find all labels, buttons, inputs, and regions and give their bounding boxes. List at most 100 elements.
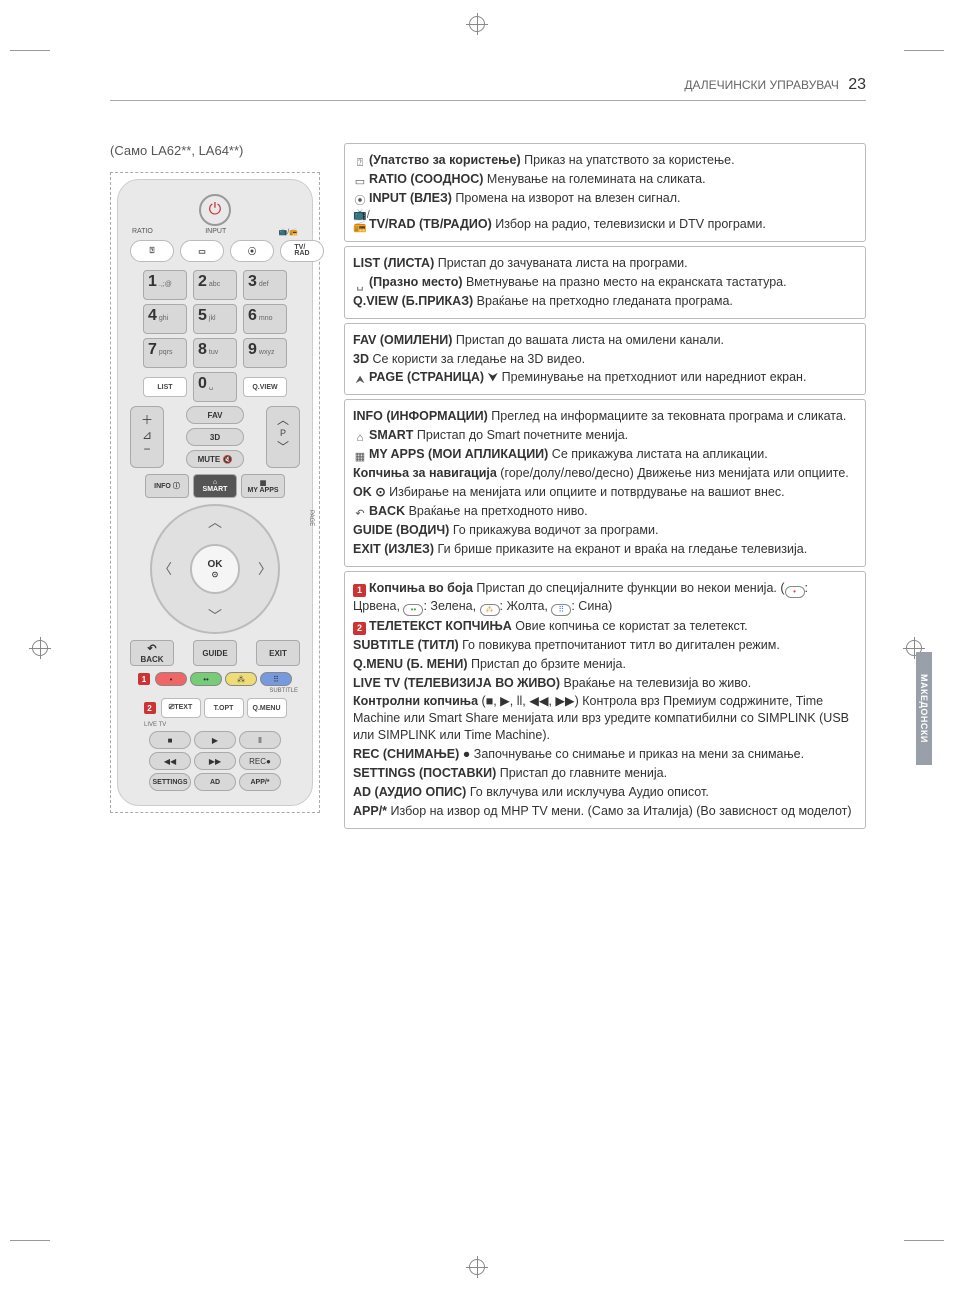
num-3-button[interactable]: 3def <box>243 270 287 300</box>
qmenu-button[interactable]: Q.MENU <box>247 698 287 718</box>
language-tab: МАКЕДОНСКИ <box>916 652 932 765</box>
green-button[interactable]: •• <box>190 672 222 686</box>
nav-ring[interactable]: ︿ ﹀ 〈 〉 OK⊙ <box>150 504 280 634</box>
3d-button[interactable]: 3D <box>186 428 244 446</box>
description-item: 3D Се користи за гледање на 3D видео. <box>353 351 857 368</box>
description-item: ⌂SMART Пристап до Smart почетните менија… <box>353 427 857 444</box>
description-item: ⦿INPUT (ВЛЕЗ) Промена на изворот на влез… <box>353 190 857 207</box>
yellow-button[interactable]: ⁂ <box>225 672 257 686</box>
page-number: 23 <box>848 76 866 93</box>
pause-button[interactable]: ll <box>239 731 281 749</box>
num-9-button[interactable]: 9wxyz <box>243 338 287 368</box>
description-item: SETTINGS (ПОСТАВКИ) Пристап до главните … <box>353 765 857 782</box>
num-6-button[interactable]: 6mno <box>243 304 287 334</box>
page-side-label: PAGE <box>308 510 314 526</box>
description-item: Q.MENU (Б. МЕНИ) Пристап до брзите мениј… <box>353 656 857 673</box>
nav-left-icon[interactable]: 〈 <box>158 559 172 579</box>
description-item: LIST (ЛИСТА) Пристап до зачуваната листа… <box>353 255 857 272</box>
topt-button[interactable]: T.OPT <box>204 698 244 718</box>
nav-down-icon[interactable]: ﹀ <box>208 606 222 626</box>
fastforward-button[interactable]: ▶▶ <box>194 752 236 770</box>
description-item: LIVE TV (ТЕЛЕВИЗИЈА ВО ЖИВО) Враќање на … <box>353 675 857 692</box>
play-button[interactable]: ▶ <box>194 731 236 749</box>
description-item: 1Копчиња во боја Пристап до специјалните… <box>353 580 857 616</box>
rewind-button[interactable]: ◀◀ <box>149 752 191 770</box>
mute-button[interactable]: MUTE 🔇 <box>186 450 244 468</box>
ref-2: 2 <box>144 702 156 714</box>
page-rocker[interactable]: ︿P﹀ <box>266 406 300 468</box>
remote-control: ⏻ RATIO INPUT 📺/📻 ⍰ ▭ ⦿ TV/ RAD 1.,;@2ab… <box>117 179 313 806</box>
info-button[interactable]: INFO ⓘ <box>145 474 189 498</box>
description-group: FAV (ОМИЛЕНИ) Пристап до вашата листа на… <box>344 323 866 396</box>
red-button[interactable]: • <box>155 672 187 686</box>
rec-button[interactable]: REC● <box>239 752 281 770</box>
exit-button[interactable]: EXIT <box>256 640 300 666</box>
num-1-button[interactable]: 1.,;@ <box>143 270 187 300</box>
header-title: ДАЛЕЧИНСКИ УПРАВУВАЧ <box>684 78 839 92</box>
qview-button[interactable]: Q.VIEW <box>243 377 287 397</box>
description-item: ▭RATIO (СООДНОС) Менување на големината … <box>353 171 857 188</box>
description-item: ⮝PAGE (СТРАНИЦА) ⮟ Преминување на претхо… <box>353 369 857 386</box>
num-4-button[interactable]: 4ghi <box>143 304 187 334</box>
ratio-button[interactable]: ▭ <box>180 240 224 262</box>
input-label: INPUT <box>205 228 226 236</box>
settings-button[interactable]: SETTINGS <box>149 773 191 791</box>
page-header: ДАЛЕЧИНСКИ УПРАВУВАЧ 23 <box>110 76 866 101</box>
registration-mark <box>32 640 48 656</box>
description-item: ▦MY APPS (МОИ АПЛИКАЦИИ) Се прикажува ли… <box>353 446 857 463</box>
description-item: ⍰(Упатство за користење) Приказ на упатс… <box>353 152 857 169</box>
description-group: ⍰(Упатство за користење) Приказ на упатс… <box>344 143 866 242</box>
nav-right-icon[interactable]: 〉 <box>258 559 272 579</box>
description-item: Копчиња за навигација (горе/долу/лево/де… <box>353 465 857 482</box>
blue-button[interactable]: ⠿ <box>260 672 292 686</box>
crop-mark <box>10 50 50 51</box>
registration-mark <box>469 1259 485 1275</box>
num-2-button[interactable]: 2abc <box>193 270 237 300</box>
stop-button[interactable]: ■ <box>149 731 191 749</box>
fav-button[interactable]: FAV <box>186 406 244 424</box>
ok-button[interactable]: OK⊙ <box>190 544 240 594</box>
smart-button[interactable]: ⌂SMART <box>193 474 237 498</box>
guide-icon-button[interactable]: ⍰ <box>130 240 174 262</box>
num-7-button[interactable]: 7pqrs <box>143 338 187 368</box>
description-item: 📺/📻TV/RAD (ТВ/РАДИО) Избор на радио, тел… <box>353 209 857 233</box>
num-0-button[interactable]: 0␣ <box>193 372 237 402</box>
crop-mark <box>10 1240 50 1241</box>
description-item: Контролни копчиња (■, ▶, ll, ◀◀, ▶▶) Кон… <box>353 693 857 744</box>
model-note: (Само LA62**, LA64**) <box>110 143 320 158</box>
text-button[interactable]: ⎚TEXT <box>161 698 201 718</box>
nav-up-icon[interactable]: ︿ <box>208 512 222 532</box>
description-item: GUIDE (ВОДИЧ) Го прикажува водичот за пр… <box>353 522 857 539</box>
description-item: 2ТЕЛЕТЕКСТ КОПЧИЊА Овие копчиња се корис… <box>353 618 857 635</box>
num-5-button[interactable]: 5jkl <box>193 304 237 334</box>
description-item: ␣(Празно место) Вметнување на празно мес… <box>353 274 857 291</box>
back-button[interactable]: ↶BACK <box>130 640 174 666</box>
crop-mark <box>904 1240 944 1241</box>
input-button[interactable]: ⦿ <box>230 240 274 262</box>
tvrad-button[interactable]: TV/ RAD <box>280 240 324 262</box>
ad-button[interactable]: AD <box>194 773 236 791</box>
guide-button-2[interactable]: GUIDE <box>193 640 237 666</box>
description-item: FAV (ОМИЛЕНИ) Пристап до вашата листа на… <box>353 332 857 349</box>
description-group: LIST (ЛИСТА) Пристап до зачуваната листа… <box>344 246 866 319</box>
ref-1: 1 <box>138 673 150 685</box>
tvrad-icon-label: 📺/📻 <box>279 228 298 236</box>
description-group: INFO (ИНФОРМАЦИИ) Преглед на информациит… <box>344 399 866 566</box>
description-item: APP/* Избор на извор од MHP TV мени. (Са… <box>353 803 857 820</box>
description-group: 1Копчиња во боја Пристап до специјалните… <box>344 571 866 829</box>
description-item: OK ⊙ Избирање на менијата или опциите и … <box>353 484 857 501</box>
list-button[interactable]: LIST <box>143 377 187 397</box>
crop-mark <box>904 50 944 51</box>
description-item: REC (СНИМАЊЕ) ● Започнување со снимање и… <box>353 746 857 763</box>
volume-rocker[interactable]: ＋⊿− <box>130 406 164 468</box>
description-item: AD (АУДИО ОПИС) Го вклучува или исклучув… <box>353 784 857 801</box>
power-button[interactable]: ⏻ <box>199 194 231 226</box>
myapps-button[interactable]: ▦MY APPS <box>241 474 285 498</box>
app-button[interactable]: APP/* <box>239 773 281 791</box>
description-item: EXIT (ИЗЛЕЗ) Ги брише приказите на екран… <box>353 541 857 558</box>
remote-outline: ⏻ RATIO INPUT 📺/📻 ⍰ ▭ ⦿ TV/ RAD 1.,;@2ab… <box>110 172 320 813</box>
description-item: INFO (ИНФОРМАЦИИ) Преглед на информациит… <box>353 408 857 425</box>
description-item: ↶BACK Враќање на претходното ниво. <box>353 503 857 520</box>
num-8-button[interactable]: 8tuv <box>193 338 237 368</box>
registration-mark <box>469 16 485 32</box>
